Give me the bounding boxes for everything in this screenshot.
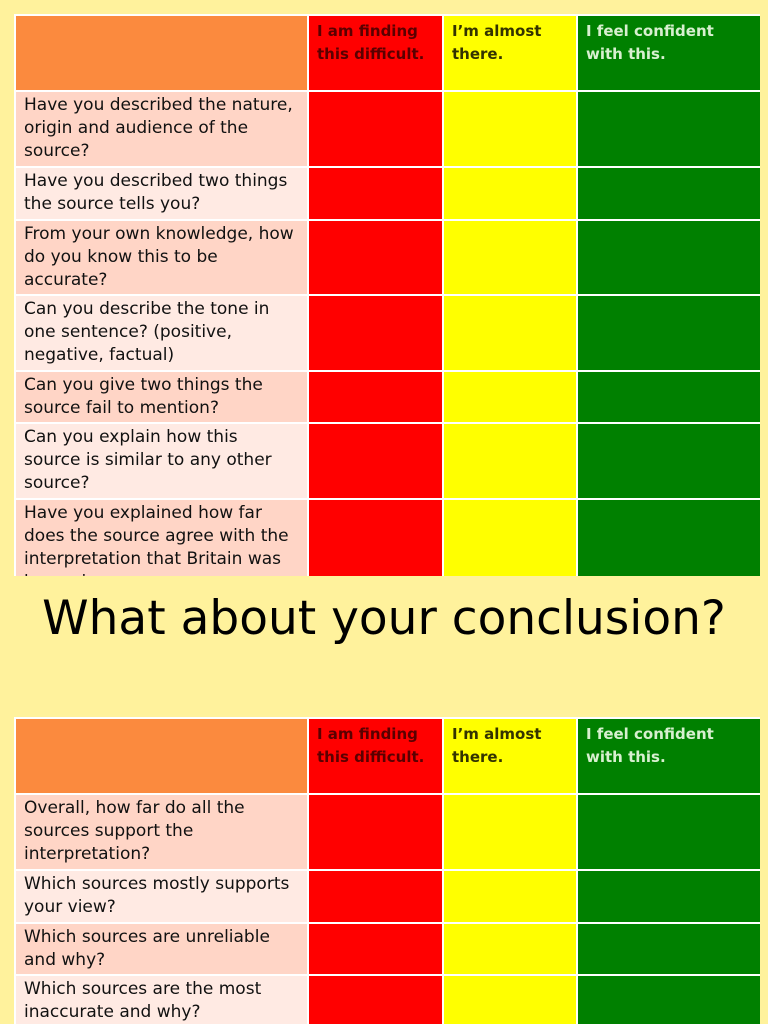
question-cell: Can you give two things the source fail …	[14, 370, 309, 424]
difficult-rating-cell[interactable]	[307, 974, 444, 1024]
header-difficult: I am finding this difficult.	[307, 14, 444, 92]
almost-rating-cell[interactable]	[442, 370, 578, 424]
table-row: Overall, how far do all the sources supp…	[14, 793, 760, 871]
almost-rating-cell[interactable]	[442, 166, 578, 221]
confident-rating-cell[interactable]	[576, 869, 760, 924]
table-row: From your own knowledge, how do you know…	[14, 219, 760, 296]
confident-rating-cell[interactable]	[576, 370, 760, 424]
table-row: Can you describe the tone in one sentenc…	[14, 294, 760, 372]
table-row: Can you give two things the source fail …	[14, 370, 760, 424]
question-cell: Which sources are unreliable and why?	[14, 922, 309, 976]
almost-rating-cell[interactable]	[442, 793, 578, 871]
almost-rating-cell[interactable]	[442, 422, 578, 500]
almost-rating-cell[interactable]	[442, 974, 578, 1024]
table-row: Which sources are unreliable and why?	[14, 922, 760, 976]
table-row: Have you described the nature, origin an…	[14, 90, 760, 168]
question-cell: From your own knowledge, how do you know…	[14, 219, 309, 296]
table-row: Which sources are the most inaccurate an…	[14, 974, 760, 1024]
almost-rating-cell[interactable]	[442, 498, 578, 576]
difficult-rating-cell[interactable]	[307, 90, 444, 168]
difficult-rating-cell[interactable]	[307, 922, 444, 976]
header-almost-there: I’m almost there.	[442, 14, 578, 92]
header-corner-cell	[14, 14, 309, 92]
difficult-rating-cell[interactable]	[307, 219, 444, 296]
checklist-table-sources: I am finding this difficult. I’m almost …	[14, 14, 760, 576]
header-corner-cell	[14, 717, 309, 795]
confident-rating-cell[interactable]	[576, 219, 760, 296]
almost-rating-cell[interactable]	[442, 294, 578, 372]
difficult-rating-cell[interactable]	[307, 422, 444, 500]
difficult-rating-cell[interactable]	[307, 793, 444, 871]
question-cell: Overall, how far do all the sources supp…	[14, 793, 309, 871]
header-confident: I feel confident with this.	[576, 14, 760, 92]
difficult-rating-cell[interactable]	[307, 869, 444, 924]
section-title: What about your conclusion?	[42, 591, 726, 646]
confident-rating-cell[interactable]	[576, 294, 760, 372]
question-cell: Which sources are the most inaccurate an…	[14, 974, 309, 1024]
confident-rating-cell[interactable]	[576, 793, 760, 871]
header-confident: I feel confident with this.	[576, 717, 760, 795]
almost-rating-cell[interactable]	[442, 922, 578, 976]
difficult-rating-cell[interactable]	[307, 166, 444, 221]
confident-rating-cell[interactable]	[576, 974, 760, 1024]
difficult-rating-cell[interactable]	[307, 370, 444, 424]
table-row: Have you described two things the source…	[14, 166, 760, 221]
table-header-row: I am finding this difficult. I’m almost …	[14, 14, 760, 92]
question-cell: Can you explain how this source is simil…	[14, 422, 309, 500]
question-cell: Have you described two things the source…	[14, 166, 309, 221]
almost-rating-cell[interactable]	[442, 219, 578, 296]
question-cell: Can you describe the tone in one sentenc…	[14, 294, 309, 372]
confident-rating-cell[interactable]	[576, 90, 760, 168]
confident-rating-cell[interactable]	[576, 422, 760, 500]
difficult-rating-cell[interactable]	[307, 294, 444, 372]
checklist-table-conclusion: I am finding this difficult. I’m almost …	[14, 717, 760, 1024]
question-cell: Have you described the nature, origin an…	[14, 90, 309, 168]
confident-rating-cell[interactable]	[576, 922, 760, 976]
confident-rating-cell[interactable]	[576, 166, 760, 221]
table-row: Have you explained how far does the sour…	[14, 498, 760, 576]
question-cell: Have you explained how far does the sour…	[14, 498, 309, 576]
header-almost-there: I’m almost there.	[442, 717, 578, 795]
header-difficult: I am finding this difficult.	[307, 717, 444, 795]
question-cell: Which sources mostly supports your view?	[14, 869, 309, 924]
table-header-row: I am finding this difficult. I’m almost …	[14, 717, 760, 795]
table-row: Can you explain how this source is simil…	[14, 422, 760, 500]
difficult-rating-cell[interactable]	[307, 498, 444, 576]
almost-rating-cell[interactable]	[442, 90, 578, 168]
confident-rating-cell[interactable]	[576, 498, 760, 576]
table-row: Which sources mostly supports your view?	[14, 869, 760, 924]
almost-rating-cell[interactable]	[442, 869, 578, 924]
